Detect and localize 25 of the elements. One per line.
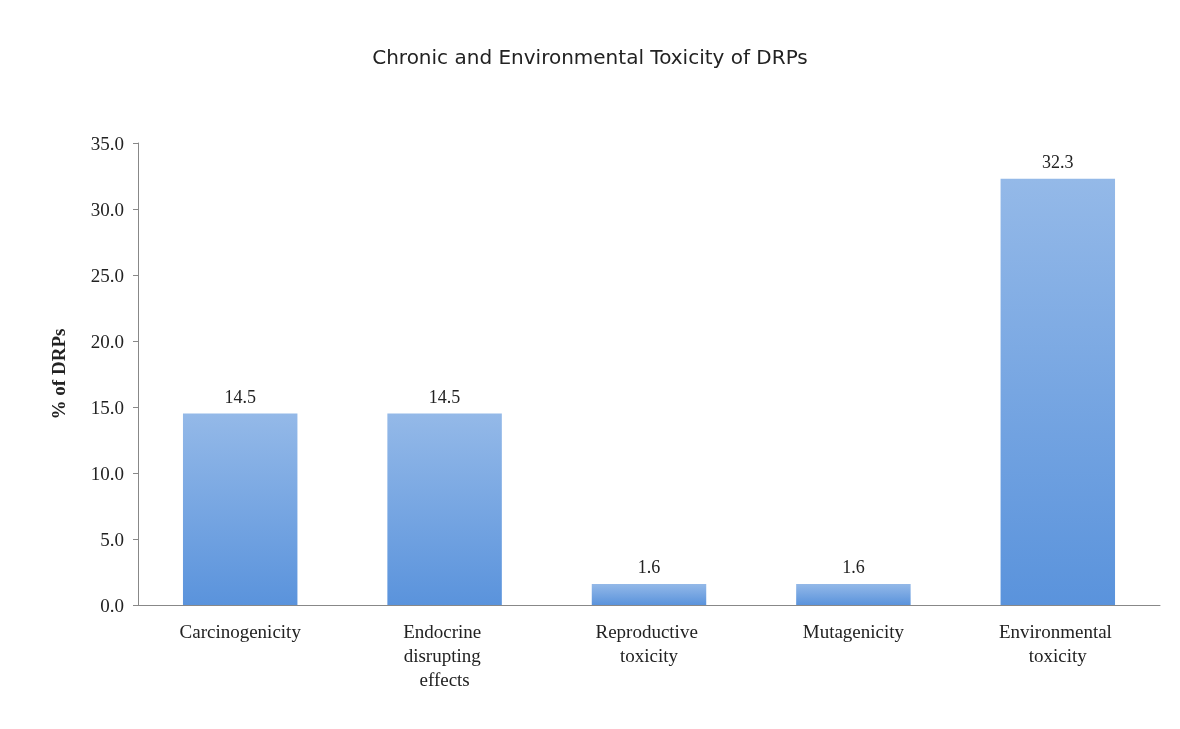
y-tick-label: 5.0 [100, 528, 124, 550]
data-label: 32.3 [1042, 151, 1074, 172]
bar [387, 413, 502, 605]
bar [1000, 178, 1116, 605]
bar [796, 583, 911, 605]
y-tick-label: 15.0 [90, 396, 124, 418]
y-axis-title: % of DRPs [48, 328, 69, 420]
x-tick-label: Environmental toxicity [998, 620, 1117, 666]
y-tick-label: 10.0 [90, 462, 124, 484]
x-tick-label: Reproductive toxicity [595, 620, 703, 666]
data-label: 1.6 [637, 556, 661, 577]
x-tick-label: Endocrine disrupting effects [403, 620, 487, 690]
y-tick-label: 30.0 [90, 198, 124, 220]
y-tick-label: 20.0 [90, 330, 124, 352]
bar [182, 413, 298, 605]
chart-title: Chronic and Environmental Toxicity of DRPs [372, 45, 808, 69]
bar [591, 583, 707, 605]
data-label: 14.5 [428, 386, 461, 407]
y-tick-label: 25.0 [90, 264, 124, 286]
y-tick-label: 35.0 [90, 132, 124, 154]
y-tick-label: 0.0 [100, 594, 124, 616]
x-tick-label: Mutagenicity [802, 620, 905, 642]
x-tick-label: Carcinogenicity [179, 620, 302, 642]
data-label: 14.5 [224, 386, 256, 407]
data-label: 1.6 [842, 556, 865, 577]
